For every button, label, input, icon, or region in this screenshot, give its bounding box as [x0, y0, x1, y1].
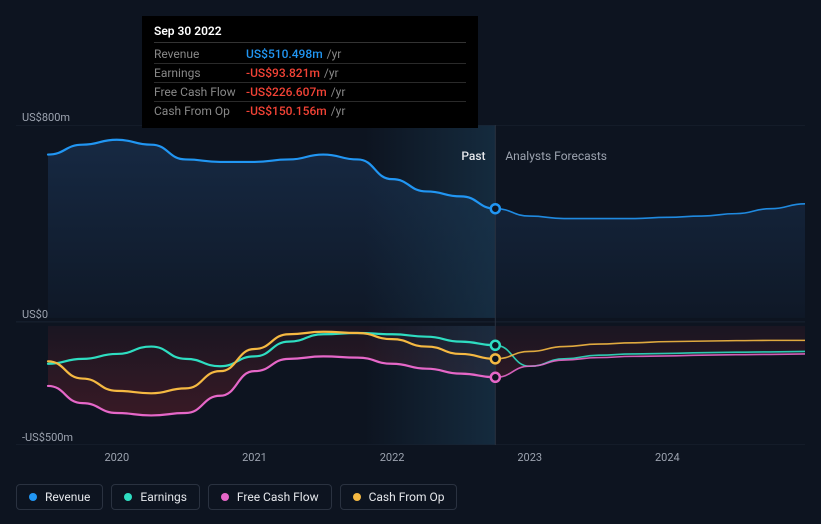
- x-axis-label: 2021: [242, 451, 267, 464]
- region-label-past: Past: [461, 149, 485, 163]
- tooltip-label: Free Cash Flow: [154, 85, 246, 99]
- tooltip-unit: /yr: [324, 66, 339, 80]
- legend-label: Cash From Op: [369, 490, 445, 504]
- legend-dot-icon: [221, 493, 229, 501]
- tooltip-value: -US$226.607m: [246, 85, 327, 99]
- legend-label: Revenue: [45, 490, 90, 504]
- earnings-chart[interactable]: [16, 125, 805, 445]
- tooltip-label: Earnings: [154, 66, 246, 80]
- tooltip-value: -US$150.156m: [246, 104, 327, 118]
- legend-item-earnings[interactable]: Earnings: [111, 484, 200, 510]
- legend-dot-icon: [124, 493, 132, 501]
- legend-dot-icon: [29, 493, 37, 501]
- legend-dot-icon: [353, 493, 361, 501]
- legend-label: Free Cash Flow: [237, 490, 319, 504]
- tooltip-row-free-cash-flow: Free Cash Flow-US$226.607m/yr: [154, 83, 466, 102]
- tooltip-value: US$510.498m: [246, 47, 323, 61]
- x-axis-label: 2024: [655, 451, 680, 464]
- tooltip-label: Revenue: [154, 47, 246, 61]
- x-axis-label: 2022: [380, 451, 405, 464]
- chart-legend: Revenue Earnings Free Cash Flow Cash From O…: [16, 484, 457, 510]
- region-label-forecast: Analysts Forecasts: [505, 149, 607, 163]
- legend-item-fcf[interactable]: Free Cash Flow: [208, 484, 332, 510]
- legend-label: Earnings: [140, 490, 187, 504]
- tooltip-row-cash-from-op: Cash From Op-US$150.156m/yr: [154, 102, 466, 120]
- tooltip-value: -US$93.821m: [246, 66, 320, 80]
- chart-tooltip: Sep 30 2022 RevenueUS$510.498m/yrEarning…: [142, 16, 478, 128]
- x-axis-label: 2020: [104, 451, 129, 464]
- x-axis-label: 2023: [517, 451, 542, 464]
- legend-item-revenue[interactable]: Revenue: [16, 484, 103, 510]
- tooltip-label: Cash From Op: [154, 104, 246, 118]
- tooltip-unit: /yr: [327, 47, 342, 61]
- tooltip-unit: /yr: [331, 104, 346, 118]
- y-axis-label: US$800m: [22, 111, 70, 124]
- tooltip-row-earnings: Earnings-US$93.821m/yr: [154, 64, 466, 83]
- legend-item-cfo[interactable]: Cash From Op: [340, 484, 458, 510]
- tooltip-row-revenue: RevenueUS$510.498m/yr: [154, 45, 466, 64]
- y-axis-label: -US$500m: [22, 431, 73, 444]
- tooltip-unit: /yr: [331, 85, 346, 99]
- y-axis-label: US$0: [22, 308, 48, 321]
- tooltip-date: Sep 30 2022: [154, 24, 466, 43]
